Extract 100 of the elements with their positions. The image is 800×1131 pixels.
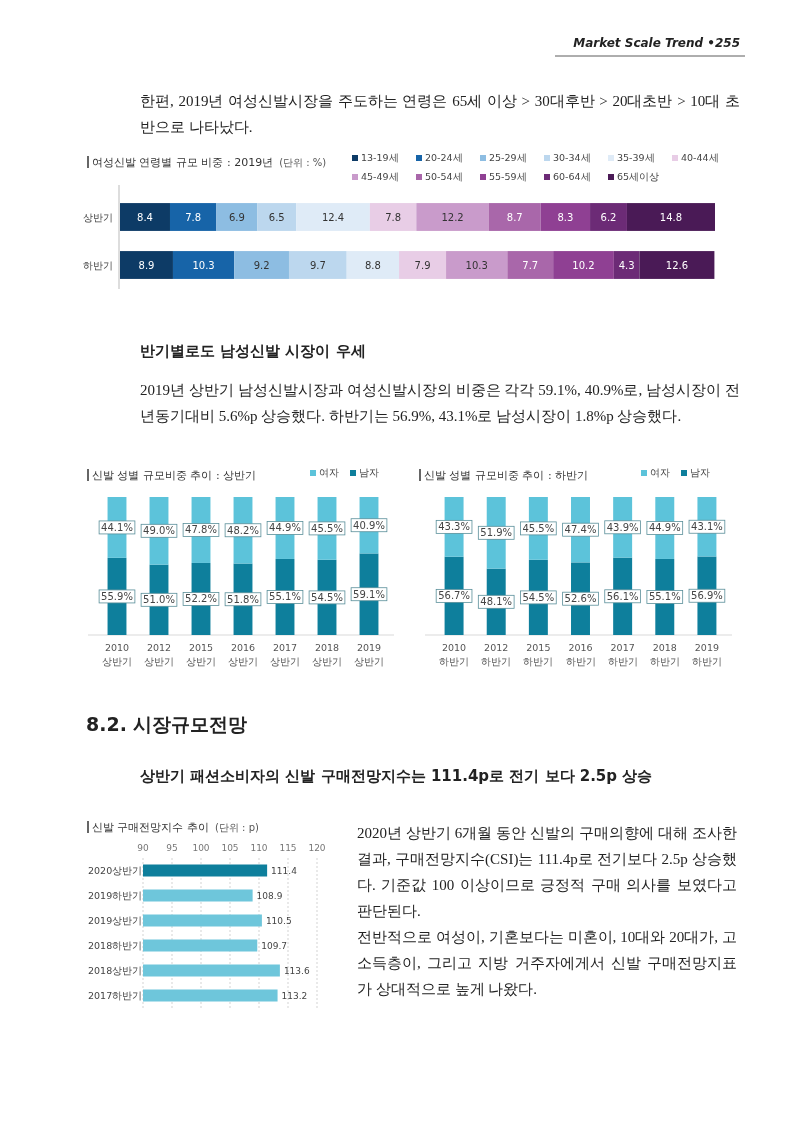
data-label: 54.5% xyxy=(522,591,555,603)
data-label: 7.7 xyxy=(522,259,539,271)
x-tick-label: 2017 하반기 xyxy=(607,642,638,667)
data-label: 7.9 xyxy=(414,259,431,271)
bar xyxy=(288,251,347,279)
data-label: 47.8% xyxy=(185,524,217,536)
legend-label: 40-44세 xyxy=(681,152,719,163)
x-tick-label: 2019 하반기 xyxy=(691,642,722,667)
data-label: 56.7% xyxy=(438,590,470,602)
data-label: 6.9 xyxy=(228,211,245,223)
legend-label: 20-24세 xyxy=(425,152,463,163)
data-label: 110.5 xyxy=(265,916,292,926)
data-label: 12.4 xyxy=(321,211,345,223)
bar xyxy=(172,251,235,279)
bar xyxy=(296,203,370,231)
bar xyxy=(488,203,541,231)
text: Market Scale Trend •255 xyxy=(572,36,740,50)
data-label: 7.8 xyxy=(385,211,402,223)
legend-label: 55-59세 xyxy=(489,171,527,182)
bar xyxy=(639,251,715,279)
data-label: 9.7 xyxy=(309,259,326,271)
x-tick-label: 120 xyxy=(308,843,326,853)
y-tick-label: 상반기 xyxy=(83,211,113,223)
data-label: 12.6 xyxy=(665,259,689,271)
y-tick-label: 2017하반기 xyxy=(88,990,143,1001)
data-label: 44.9% xyxy=(648,522,681,534)
bar xyxy=(553,251,614,279)
bar xyxy=(120,203,170,231)
data-label: 12.2 xyxy=(441,211,464,223)
data-label: 113.6 xyxy=(283,966,310,976)
legend-label: 여자 xyxy=(319,467,339,478)
bar xyxy=(216,203,258,231)
chart-title: 신발 구매전망지수 추이 xyxy=(92,821,209,834)
y-tick-label: 2019하반기 xyxy=(88,890,143,901)
data-label: 111.4 xyxy=(271,866,298,876)
data-label: 113.2 xyxy=(281,991,308,1001)
data-label: 10.2 xyxy=(572,259,595,271)
data-label: 10.3 xyxy=(192,259,215,271)
data-label: 8.9 xyxy=(138,259,155,271)
data-label: 43.3% xyxy=(438,521,470,533)
data-label: 59.1% xyxy=(353,588,385,600)
data-label: 52.2% xyxy=(185,593,217,605)
chart-title: 신발 성별 규모비중 추이 : 상반기 xyxy=(92,469,257,482)
bar xyxy=(626,203,715,231)
x-tick-label: 2018 상반기 xyxy=(312,642,342,667)
data-label: 8.8 xyxy=(364,259,381,271)
data-label: 8.7 xyxy=(506,211,523,223)
legend-label: 13-19세 xyxy=(361,152,399,163)
bar xyxy=(234,251,289,279)
bar xyxy=(507,251,554,279)
y-tick-label: 2020상반기 xyxy=(88,865,143,876)
x-tick-label: 2012 상반기 xyxy=(144,642,174,667)
data-label: 8.4 xyxy=(137,211,153,223)
text: 2020년 상반기 6개월 동안 신발의 구매의향에 대해 조사한 결과, 구매전망지수(CSI)는 111.4p로 전기보다 2.5p 상승했다. 기준값 100 이상이므로 긍정적 구매 의사를 보였다고 판단된다. xyxy=(357,824,737,921)
data-label: 56.9% xyxy=(691,590,723,602)
data-label: 6.2 xyxy=(600,211,617,223)
data-label: 51.9% xyxy=(480,527,513,539)
bar xyxy=(540,203,591,231)
legend-label: 65세이상 xyxy=(617,171,660,182)
legend-label: 남자 xyxy=(359,467,379,478)
x-tick-label: 2012 하반기 xyxy=(481,642,512,667)
chart-title: 여성신발 연령별 규모 비중 : 2019년 xyxy=(92,156,274,169)
x-tick-label: 2010 하반기 xyxy=(439,642,470,667)
data-label: 55.1% xyxy=(269,591,301,603)
x-tick-label: 2018 하반기 xyxy=(649,642,680,667)
y-tick-label: 2018상반기 xyxy=(88,965,143,976)
data-label: 4.3 xyxy=(618,259,635,271)
y-tick-label: 2018하반기 xyxy=(88,940,143,951)
x-tick-label: 2010 상반기 xyxy=(102,642,132,667)
legend-label: 60-64세 xyxy=(553,171,591,182)
data-label: 7.8 xyxy=(185,211,202,223)
bar xyxy=(120,251,173,279)
y-tick-label: 하반기 xyxy=(83,259,113,271)
data-label: 43.1% xyxy=(691,521,723,533)
x-tick-label: 2016 하반기 xyxy=(565,642,596,667)
text: 한편, 2019년 여성신발시장을 주도하는 연령은 65세 이상 > 30대후반 > 20대초반 > 10대 초반으로 나타났다. xyxy=(140,92,740,137)
data-label: 40.9% xyxy=(353,519,385,531)
legend-label: 30-34세 xyxy=(553,152,591,163)
bar xyxy=(257,203,297,231)
x-tick-label: 2019 상반기 xyxy=(354,642,384,667)
legend-label: 45-49세 xyxy=(361,171,399,182)
data-label: 45.5% xyxy=(311,522,343,534)
chart-title: 신발 성별 규모비중 추이 : 하반기 xyxy=(424,469,589,482)
data-label: 9.2 xyxy=(253,259,270,271)
text: 상반기 패션소비자의 신발 구매전망지수는 111.4p로 전기 보다 2.5p 상승 xyxy=(140,767,654,786)
x-tick-label: 95 xyxy=(166,843,178,853)
data-label: 45.5% xyxy=(522,522,555,534)
data-label: 55.1% xyxy=(648,591,681,603)
data-label: 14.8 xyxy=(659,211,683,223)
legend-label: 35-39세 xyxy=(617,152,655,163)
x-tick-label: 115 xyxy=(279,843,297,853)
chart-subtitle: (단위 : %) xyxy=(279,157,327,168)
x-tick-label: 2015 하반기 xyxy=(523,642,554,667)
data-label: 47.4% xyxy=(564,524,597,536)
data-label: 48.1% xyxy=(480,596,513,608)
data-label: 44.1% xyxy=(101,521,133,533)
x-tick-label: 105 xyxy=(221,843,239,853)
text: 8.2. 시장규모전망 xyxy=(86,712,249,737)
x-tick-label: 2017 상반기 xyxy=(270,642,300,667)
bar xyxy=(169,203,217,231)
